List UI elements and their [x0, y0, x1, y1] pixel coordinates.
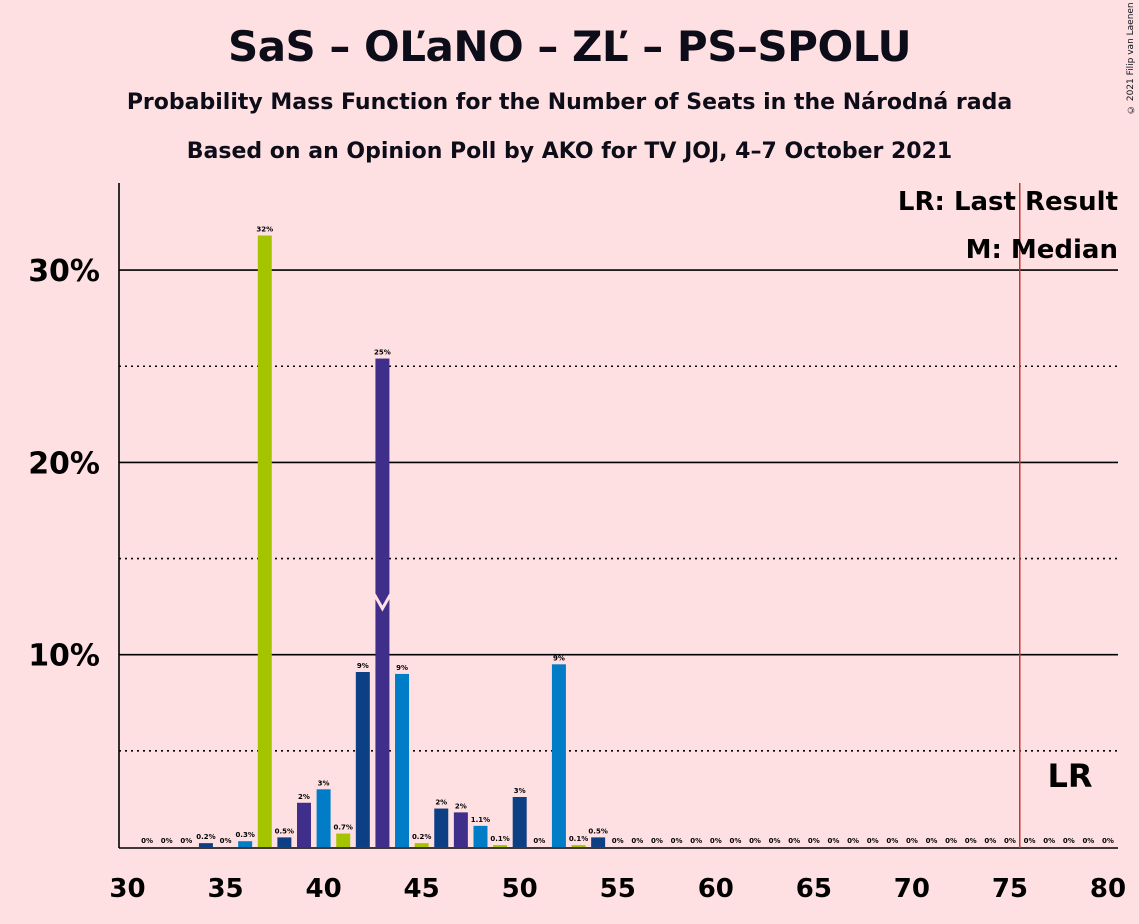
grid-lines — [119, 269, 1118, 752]
data-label: 0.5% — [588, 827, 607, 835]
chart-title: SaS – OĽaNO – ZĽ – PS–SPOLU — [227, 22, 912, 71]
legend-last-result: LR: Last Result — [898, 187, 1118, 217]
data-label: 0.2% — [196, 833, 215, 841]
x-tick-label: 45 — [404, 874, 440, 904]
bars — [198, 235, 606, 848]
bar-seat-46 — [434, 808, 449, 847]
data-label: 0% — [749, 837, 761, 845]
data-label: 0% — [984, 837, 996, 845]
bar-seat-37 — [257, 235, 272, 848]
bar-seat-48 — [473, 825, 488, 847]
data-label: 0.2% — [412, 833, 431, 841]
data-label: 0% — [161, 837, 173, 845]
data-label: 0% — [886, 837, 898, 845]
data-label: 9% — [396, 664, 408, 672]
data-label: 0% — [651, 837, 663, 845]
y-tick-label: 30% — [28, 254, 100, 289]
data-label: 0% — [631, 837, 643, 845]
data-label: 0% — [828, 837, 840, 845]
data-label: 0% — [1004, 837, 1016, 845]
last-result-label: LR — [1047, 757, 1092, 795]
chart-subtitle: Probability Mass Function for the Number… — [126, 90, 1013, 115]
data-label: 0.7% — [333, 824, 352, 832]
y-tick-label: 20% — [28, 446, 100, 481]
data-label: 0% — [847, 837, 859, 845]
x-tick-label: 50 — [502, 874, 538, 904]
data-label: 9% — [553, 654, 565, 662]
last-result-group: LR — [1019, 183, 1093, 848]
bar-seat-52 — [551, 664, 566, 847]
data-label: 2% — [435, 799, 447, 807]
bar-seat-49 — [493, 845, 508, 847]
median-marker-shape — [373, 593, 392, 612]
x-tick-label: 70 — [894, 874, 930, 904]
x-tick-label: 35 — [207, 874, 243, 904]
bar-seat-42 — [355, 672, 370, 847]
data-label: 0% — [690, 837, 702, 845]
data-label: 0% — [1063, 837, 1075, 845]
data-label: 1.1% — [471, 816, 490, 824]
data-label: 0% — [533, 837, 545, 845]
data-label: 32% — [256, 225, 273, 233]
median-marker — [373, 593, 392, 612]
data-label: 0% — [671, 837, 683, 845]
x-axis-ticks: 30 35 40 45 50 55 60 65 70 75 80 — [109, 874, 1126, 904]
data-label: 0% — [180, 837, 192, 845]
data-label: 0% — [965, 837, 977, 845]
x-tick-label: 65 — [796, 874, 832, 904]
bar-seat-54 — [591, 837, 606, 847]
bar-seat-34 — [198, 843, 213, 847]
data-label: 0% — [867, 837, 879, 845]
data-label: 0% — [1024, 837, 1036, 845]
bar-seat-43 — [375, 358, 390, 847]
data-label: 0% — [729, 837, 741, 845]
axes — [118, 183, 1118, 849]
bar-seat-45 — [414, 843, 429, 847]
data-label: 0% — [220, 837, 232, 845]
bar-seat-47 — [453, 812, 468, 847]
x-tick-label: 55 — [600, 874, 636, 904]
x-tick-label: 60 — [698, 874, 734, 904]
data-label: 0% — [710, 837, 722, 845]
data-label: 0% — [612, 837, 624, 845]
data-label: 0% — [1043, 837, 1055, 845]
x-tick-label: 30 — [109, 874, 145, 904]
data-label: 0% — [945, 837, 957, 845]
chart-subtitle-source: Based on an Opinion Poll by AKO for TV J… — [186, 139, 953, 164]
data-label: 0% — [141, 837, 153, 845]
data-label: 0.3% — [235, 831, 254, 839]
y-axis-ticks: 10% 20% 30% — [28, 254, 100, 674]
x-tick-label: 40 — [306, 874, 342, 904]
data-label: 9% — [357, 662, 369, 670]
data-label: 0% — [808, 837, 820, 845]
data-label: 0% — [906, 837, 918, 845]
data-label: 0% — [926, 837, 938, 845]
bar-seat-38 — [277, 837, 292, 847]
data-label: 2% — [455, 802, 467, 810]
bar-seat-53 — [571, 845, 586, 847]
bar-seat-41 — [336, 833, 351, 847]
data-label: 0% — [769, 837, 781, 845]
legend-median: M: Median — [966, 235, 1118, 265]
bar-seat-39 — [296, 802, 311, 847]
bar-seat-44 — [395, 673, 410, 847]
data-label: 2% — [298, 793, 310, 801]
data-labels: 0% 0% 0% 0.2% 0%0.3%32%0.5%2%3%0.7%9%25%9%0.… — [141, 225, 1114, 845]
data-label: 0.5% — [275, 827, 294, 835]
data-label: 0% — [788, 837, 800, 845]
bar-seat-36 — [238, 841, 253, 847]
data-label: 0.1% — [490, 835, 509, 843]
data-label: 0% — [1102, 837, 1114, 845]
data-label: 3% — [318, 779, 330, 787]
y-tick-label: 10% — [28, 639, 100, 674]
x-tick-label: 75 — [992, 874, 1028, 904]
data-label: 25% — [374, 349, 391, 357]
bar-seat-40 — [316, 789, 331, 847]
bar-seat-50 — [512, 797, 527, 847]
x-tick-label: 80 — [1090, 874, 1126, 904]
data-label: 0.1% — [569, 835, 588, 843]
data-label: 3% — [514, 787, 526, 795]
data-label: 0% — [1082, 837, 1094, 845]
